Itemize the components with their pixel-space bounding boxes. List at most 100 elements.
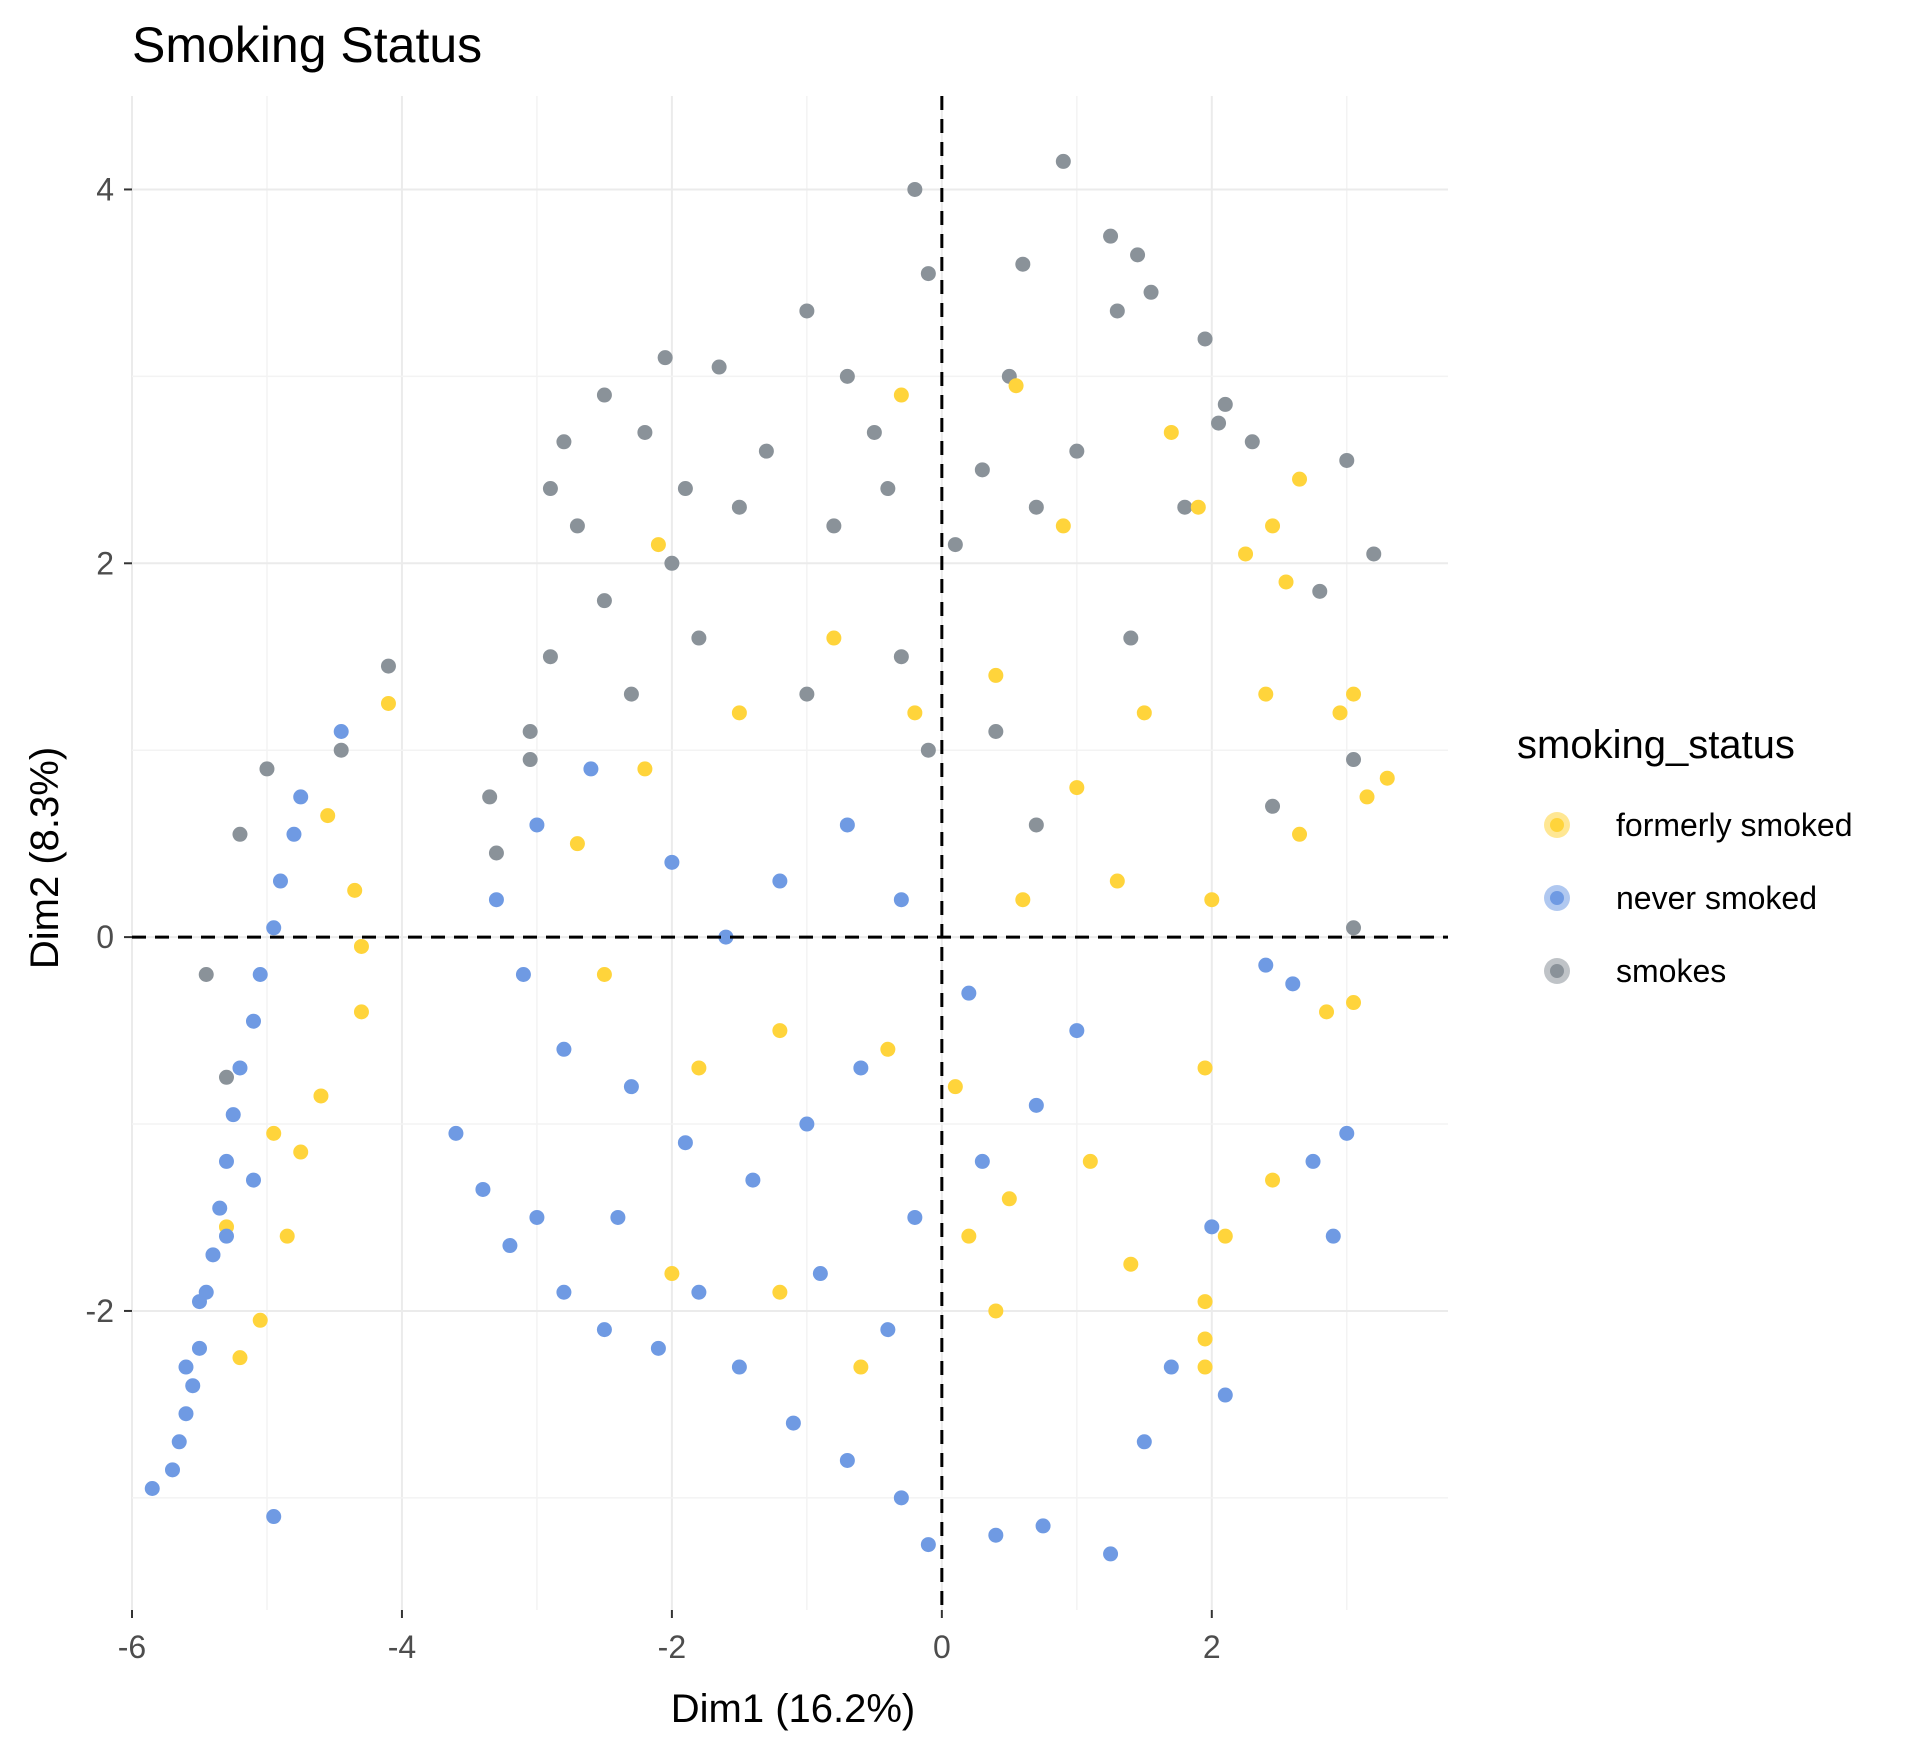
data-point xyxy=(596,593,612,609)
data-point xyxy=(252,966,268,982)
data-point xyxy=(569,518,585,534)
x-tick-label: 2 xyxy=(1203,1629,1221,1665)
data-point xyxy=(1258,686,1274,702)
data-point xyxy=(988,667,1004,683)
data-point xyxy=(1346,920,1362,936)
data-point xyxy=(1217,1228,1233,1244)
data-point xyxy=(198,1284,214,1300)
data-point xyxy=(880,481,896,497)
data-point xyxy=(583,761,599,777)
data-point xyxy=(488,892,504,908)
data-point xyxy=(1285,976,1301,992)
data-point xyxy=(637,424,653,440)
data-point xyxy=(1109,873,1125,889)
data-point xyxy=(1325,1228,1341,1244)
data-point xyxy=(556,1284,572,1300)
data-point xyxy=(1136,705,1152,721)
data-point xyxy=(718,929,734,945)
data-point xyxy=(1055,518,1071,534)
data-point xyxy=(529,1209,545,1225)
data-point xyxy=(677,481,693,497)
data-point xyxy=(1217,1387,1233,1403)
data-point xyxy=(974,462,990,478)
data-point xyxy=(218,1069,234,1085)
data-point xyxy=(1177,499,1193,515)
data-point xyxy=(772,1023,788,1039)
data-point xyxy=(596,966,612,982)
data-point xyxy=(1197,331,1213,347)
data-point xyxy=(799,686,815,702)
data-point xyxy=(164,1462,180,1478)
data-point xyxy=(266,920,282,936)
data-point xyxy=(218,1153,234,1169)
data-point xyxy=(650,537,666,553)
data-point xyxy=(731,1359,747,1375)
data-point xyxy=(947,537,963,553)
data-point xyxy=(1123,630,1139,646)
data-point xyxy=(1190,499,1206,515)
data-point xyxy=(482,789,498,805)
data-point xyxy=(731,705,747,721)
data-point xyxy=(502,1238,518,1254)
y-tick-label: -2 xyxy=(86,1293,114,1329)
data-point xyxy=(1069,780,1085,796)
legend-label: smokes xyxy=(1616,953,1726,989)
data-point xyxy=(1082,1153,1098,1169)
data-point xyxy=(1359,789,1375,805)
data-point xyxy=(853,1359,869,1375)
series-formerly-smoked xyxy=(218,378,1395,1375)
data-point xyxy=(893,649,909,665)
data-point xyxy=(596,387,612,403)
legend-swatch xyxy=(1550,818,1564,832)
legend-label: formerly smoked xyxy=(1616,807,1853,843)
data-point xyxy=(1035,1518,1051,1534)
data-point xyxy=(1278,574,1294,590)
data-point xyxy=(745,1172,761,1188)
legend-swatch xyxy=(1550,964,1564,978)
y-axis-label: Dim2 (8.3%) xyxy=(23,747,67,969)
data-point xyxy=(333,724,349,740)
data-point xyxy=(556,1041,572,1057)
data-point xyxy=(1305,1153,1321,1169)
data-point xyxy=(1339,452,1355,468)
data-point xyxy=(664,854,680,870)
series-never-smoked xyxy=(144,724,1355,1562)
data-point xyxy=(839,1452,855,1468)
data-point xyxy=(731,499,747,515)
data-point xyxy=(853,1060,869,1076)
data-point xyxy=(542,649,558,665)
data-point xyxy=(812,1266,828,1282)
data-point xyxy=(232,826,248,842)
data-point xyxy=(1123,1256,1139,1272)
data-point xyxy=(353,1004,369,1020)
data-point xyxy=(1211,415,1227,431)
data-point xyxy=(266,1125,282,1141)
data-point xyxy=(1238,546,1254,562)
series-layer xyxy=(144,153,1395,1562)
data-point xyxy=(988,1527,1004,1543)
data-point xyxy=(1130,247,1146,263)
data-point xyxy=(880,1322,896,1338)
data-point xyxy=(758,443,774,459)
data-point xyxy=(691,630,707,646)
data-point xyxy=(1197,1294,1213,1310)
data-point xyxy=(1312,583,1328,599)
data-point xyxy=(353,938,369,954)
data-point xyxy=(1069,1023,1085,1039)
data-point xyxy=(1346,995,1362,1011)
data-point xyxy=(313,1088,329,1104)
y-tick-label: 4 xyxy=(96,171,114,207)
data-point xyxy=(711,359,727,375)
data-point xyxy=(1028,499,1044,515)
data-point xyxy=(1001,1191,1017,1207)
data-point xyxy=(920,1537,936,1553)
data-point xyxy=(529,817,545,833)
data-point xyxy=(272,873,288,889)
x-tick-label: -2 xyxy=(658,1629,686,1665)
series-smokes xyxy=(198,153,1382,1085)
data-point xyxy=(252,1312,268,1328)
x-tick-label: 0 xyxy=(933,1629,951,1665)
x-tick-label: -4 xyxy=(388,1629,416,1665)
data-point xyxy=(293,1144,309,1160)
data-point xyxy=(569,836,585,852)
